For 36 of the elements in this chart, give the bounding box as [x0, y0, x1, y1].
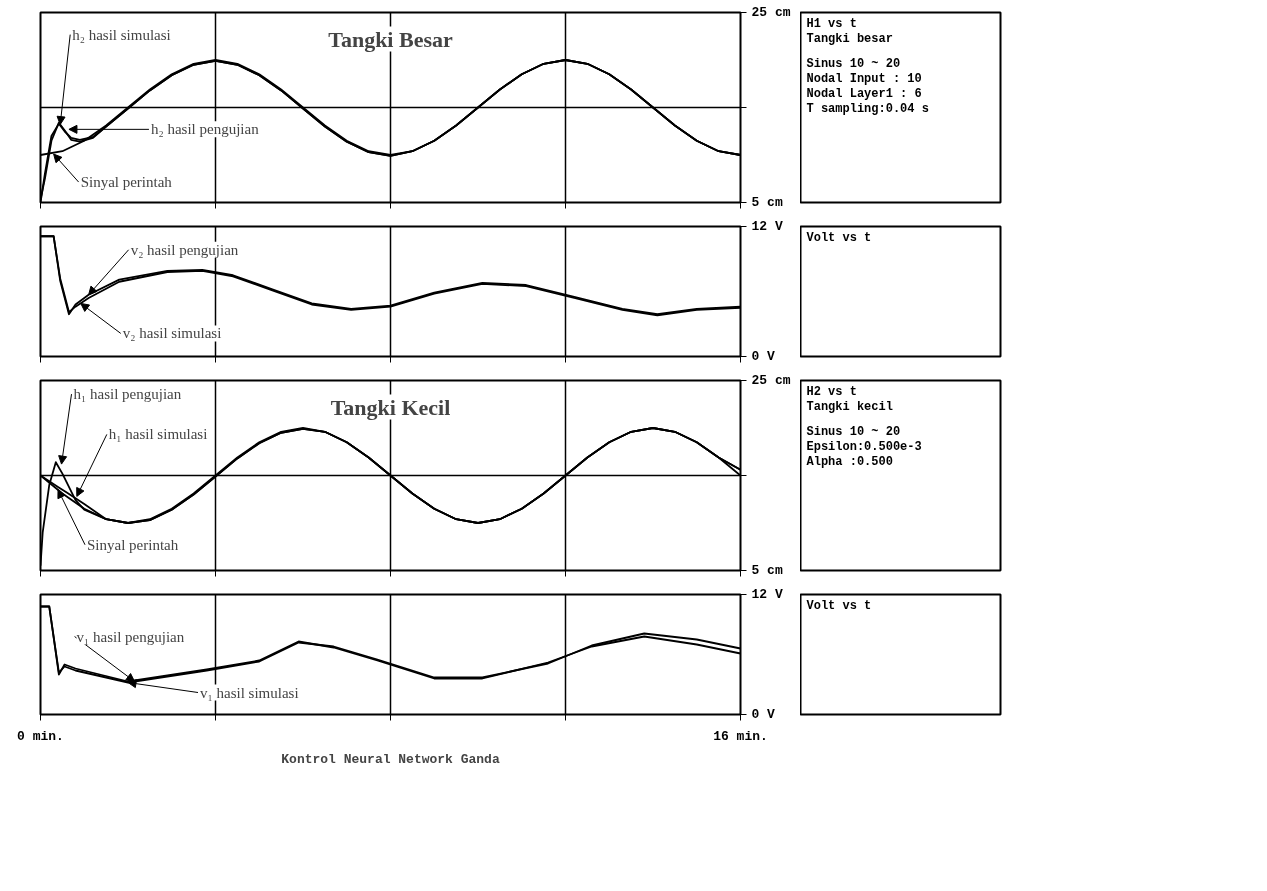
y-tick-label: 25 cm: [751, 5, 791, 20]
y-tick-label: 5 cm: [751, 563, 783, 578]
annotation: h₂ hasil simulasi: [72, 26, 171, 43]
y-tick-label: 0 V: [751, 349, 776, 364]
annotation: v₁ hasil simulasi: [200, 684, 299, 701]
x-tick-label: 0 min.: [17, 728, 64, 744]
text: H2 vs t: [806, 384, 857, 399]
text: Tangki Besar: [328, 26, 453, 52]
text: Tangki Kecil: [330, 394, 451, 420]
text: Volt vs t: [806, 598, 872, 613]
x-tick-label: 16 min.: [713, 728, 768, 744]
x-axis-title: Kontrol Neural Network Ganda: [281, 751, 500, 767]
annotation: v₂ hasil simulasi: [122, 325, 222, 342]
text: Volt vs t: [806, 230, 872, 245]
y-tick-label: 25 cm: [751, 373, 791, 388]
y-tick-label: 12 V: [751, 219, 783, 234]
text: Sinus 10 ~ 20: [806, 424, 901, 439]
annotation: v₂ hasil pengujian: [130, 241, 239, 258]
text: Tangki kecil: [806, 399, 893, 414]
annotation: v₁ hasil pengujian: [76, 628, 185, 645]
text: Nodal Input : 10: [806, 71, 922, 86]
text: H1 vs t: [806, 16, 857, 31]
text: Alpha :0.500: [806, 454, 893, 469]
annotation: h₂ hasil pengujian: [150, 121, 260, 138]
annotation: Sinyal perintah: [87, 536, 179, 553]
annotation: h₁ hasil simulasi: [108, 426, 208, 443]
y-tick-label: 0 V: [751, 707, 776, 722]
text: Sinus 10 ~ 20: [806, 56, 901, 71]
y-tick-label: 5 cm: [751, 195, 783, 210]
annotation: h₁ hasil pengujian: [73, 386, 182, 403]
text: T sampling:0.04 s: [806, 101, 929, 116]
text: Nodal Layer1 : 6: [806, 86, 922, 101]
text: Tangki besar: [806, 31, 893, 46]
text: Epsilon:0.500e-3: [806, 439, 922, 454]
y-tick-label: 12 V: [751, 587, 783, 602]
annotation: Sinyal perintah: [80, 174, 173, 191]
